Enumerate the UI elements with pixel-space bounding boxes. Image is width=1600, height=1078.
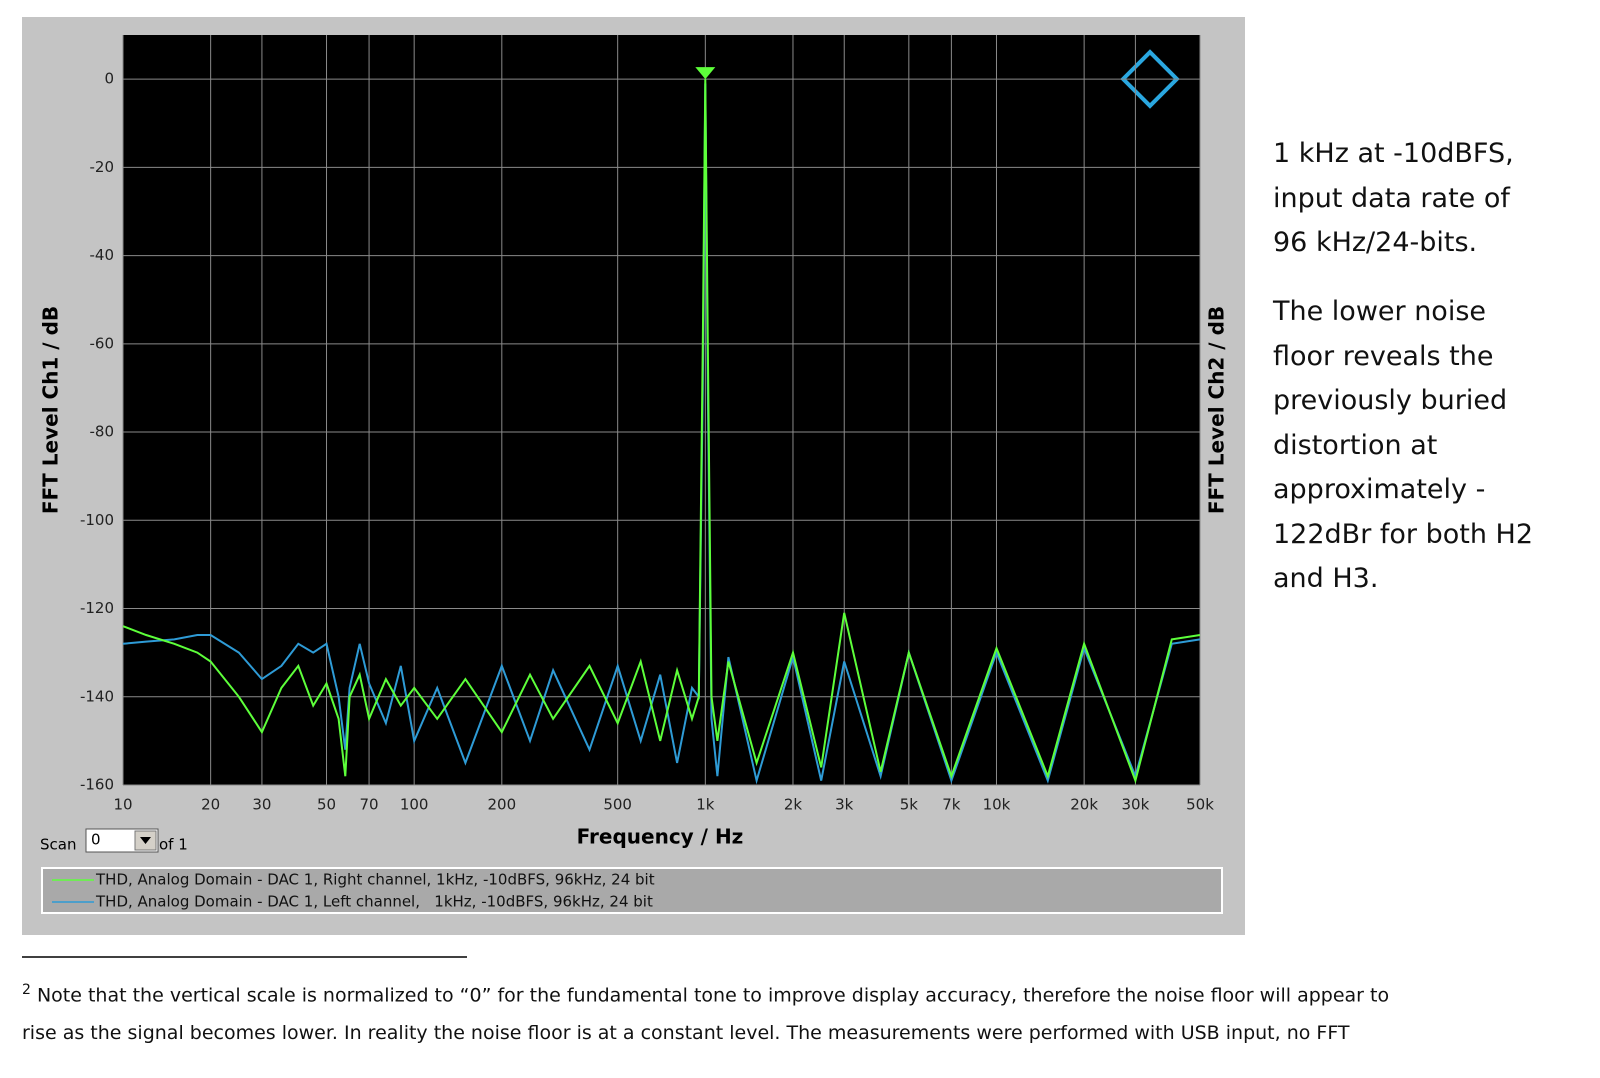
- y-axis-label: FFT Level Ch1 / dB: [39, 306, 63, 514]
- side-line: 122dBr for both H2: [1273, 518, 1534, 550]
- x-tick-label: 500: [603, 796, 632, 814]
- x-tick-label: 100: [400, 796, 429, 814]
- footnote-number: 2: [22, 982, 31, 998]
- side-line: previously buried: [1273, 385, 1508, 416]
- scan-suffix: of 1: [159, 836, 188, 854]
- x-tick-label: 7k: [942, 796, 961, 814]
- x-tick-label: 50: [317, 796, 336, 814]
- y-tick-label: -40: [90, 246, 115, 264]
- x-tick-label: 20: [201, 796, 220, 814]
- grid: [122, 35, 1201, 786]
- x-tick-label: 10k: [983, 796, 1011, 814]
- logo-diamond: [1120, 49, 1180, 109]
- side-line: floor reveals the: [1273, 340, 1494, 372]
- legend-text: THD, Analog Domain - DAC 1, Right channe…: [95, 871, 655, 889]
- y-tick-label: -80: [90, 423, 115, 441]
- peak-marker: [695, 67, 716, 80]
- x-tick-label: 20k: [1070, 796, 1098, 814]
- series-line: [122, 83, 1201, 785]
- y-tick-label: -120: [80, 599, 114, 617]
- y-tick-label: -140: [80, 687, 114, 705]
- scan-value: 0: [91, 831, 101, 849]
- legend-text: THD, Analog Domain - DAC 1, Left channel…: [95, 893, 653, 911]
- x-axis-label: Frequency / Hz: [577, 825, 744, 849]
- side-paragraph: 1 kHz at -10dBFS, input data rate of 96 …: [1273, 132, 1514, 266]
- x-tick-label: 200: [487, 796, 516, 814]
- side-line: approximately -: [1273, 474, 1486, 505]
- legend: [41, 867, 1223, 914]
- logo: [1120, 49, 1180, 109]
- footnote-text: Note that the vertical scale is normaliz…: [36, 984, 1390, 1007]
- side-line: The lower noise: [1273, 296, 1487, 327]
- plot-area: [123, 35, 1200, 785]
- y-tick-label: -100: [80, 511, 114, 529]
- dropdown-arrow: [140, 837, 151, 844]
- side-line: 96 kHz/24-bits.: [1273, 227, 1478, 258]
- footnote-line: 2 Note that the vertical scale is normal…: [22, 982, 1389, 1006]
- scan-label: Scan: [40, 836, 76, 854]
- footnote-line: rise as the signal becomes lower. In rea…: [22, 1022, 1350, 1044]
- side-paragraph: The lower noise floor reveals the previo…: [1273, 290, 1533, 602]
- side-line: 1 kHz at -10dBFS,: [1273, 138, 1514, 169]
- y-tick-label: -60: [90, 334, 115, 352]
- x-tick-label: 50k: [1186, 796, 1214, 814]
- y-tick-label: 0: [104, 70, 114, 88]
- x-tick-label: 30: [252, 796, 271, 814]
- y2-axis-label: FFT Level Ch2 / dB: [1205, 306, 1229, 514]
- x-tick-label: 1k: [696, 796, 715, 814]
- x-tick-label: 5k: [900, 796, 919, 814]
- x-tick-label: 70: [360, 796, 379, 814]
- x-tick-label: 10: [113, 796, 132, 814]
- side-line: input data rate of: [1273, 182, 1510, 214]
- y-tick-label: -160: [80, 776, 114, 794]
- side-line: and H3.: [1273, 563, 1379, 594]
- side-line: distortion at: [1273, 429, 1438, 461]
- series-line: [122, 79, 1201, 784]
- y-tick-label: -20: [90, 158, 115, 176]
- x-tick-label: 3k: [835, 796, 854, 814]
- footnote-text: rise as the signal becomes lower. In rea…: [22, 1022, 1350, 1044]
- x-tick-label: 2k: [784, 796, 803, 814]
- x-tick-label: 30k: [1122, 796, 1150, 814]
